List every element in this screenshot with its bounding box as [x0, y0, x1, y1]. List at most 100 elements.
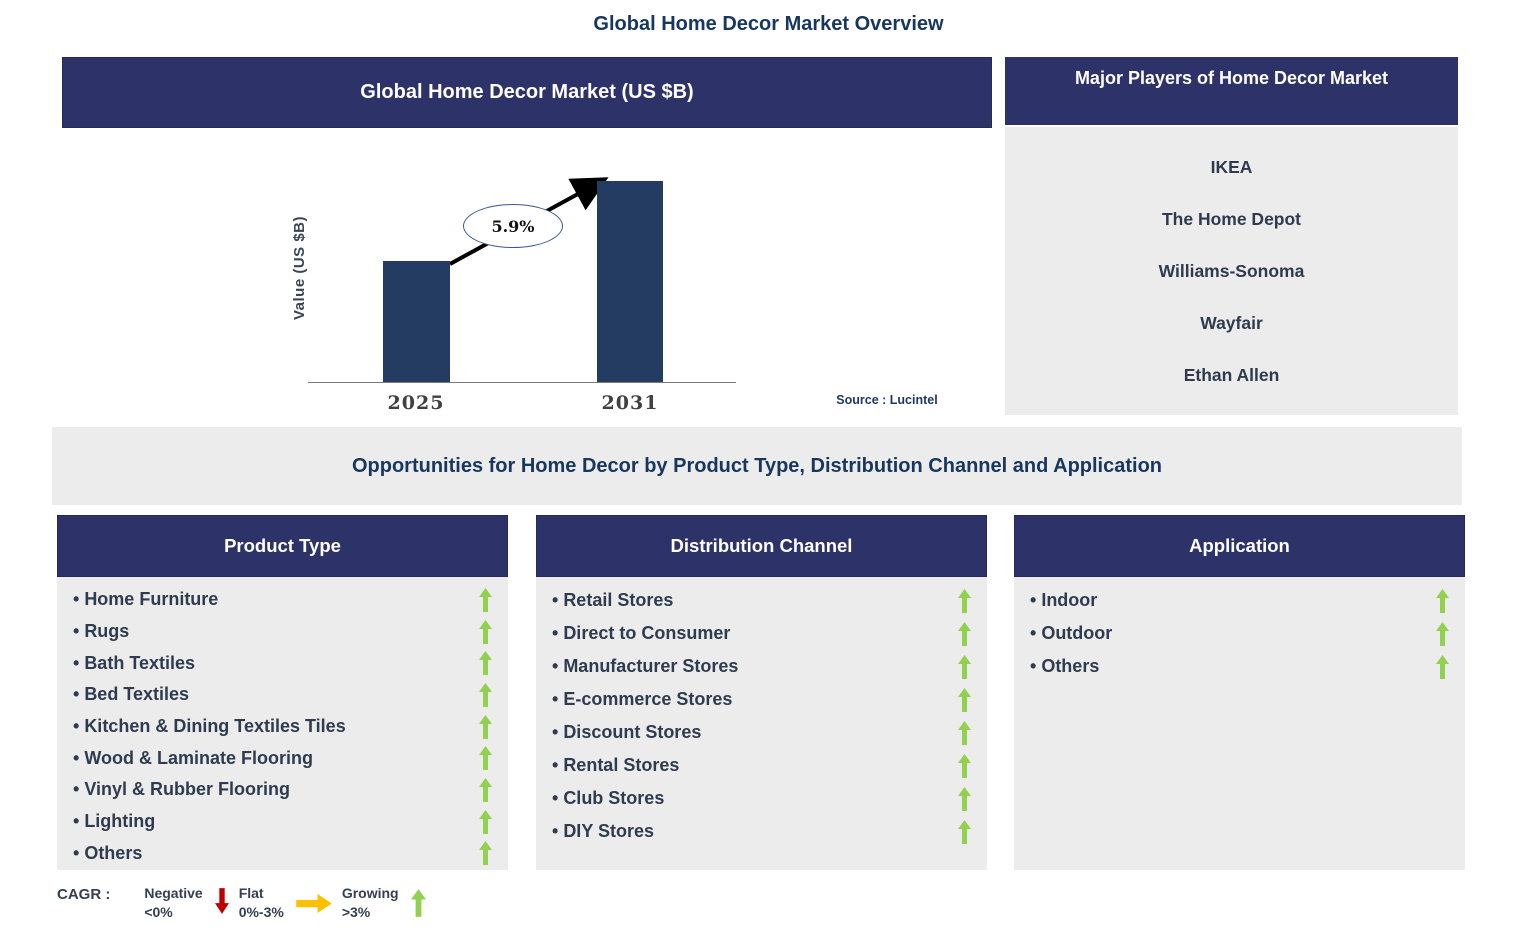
- item-label: Rental Stores: [552, 755, 679, 776]
- cagr-legend: CAGR : Negative <0% Flat 0%-3% Growing >…: [57, 884, 436, 925]
- item-label: Lighting: [73, 811, 155, 832]
- list-item: Home Furniture: [57, 584, 508, 616]
- list-item: Kitchen & Dining Textiles Tiles: [57, 711, 508, 743]
- item-label: Home Furniture: [73, 589, 218, 610]
- distribution-channel-header: Distribution Channel: [536, 515, 987, 577]
- application-list: Indoor Outdoor Others: [1014, 577, 1465, 870]
- up-trend-icon: [958, 654, 971, 679]
- player-name: The Home Depot: [1161, 208, 1302, 229]
- item-label: DIY Stores: [552, 821, 654, 842]
- down-trend-icon: [214, 886, 229, 921]
- page-title: Global Home Decor Market Overview: [593, 13, 944, 35]
- list-item: Rugs: [57, 616, 508, 648]
- item-label: Rugs: [73, 621, 129, 642]
- opportunities-banner: Opportunities for Home Decor by Product …: [52, 427, 1462, 505]
- item-label: Outdoor: [1030, 623, 1112, 644]
- bar-2025: [383, 261, 450, 382]
- up-trend-icon: [479, 682, 492, 707]
- list-item: Bed Textiles: [57, 679, 508, 711]
- chart-panel-title: Global Home Decor Market (US $B): [360, 81, 694, 103]
- application-header-label: Application: [1189, 535, 1290, 556]
- bar-chart: Value (US $B) 2025 2031 5.9% Source : Lu…: [62, 128, 992, 424]
- distribution-channel-list: Retail Stores Direct to Consumer Manufac…: [536, 577, 987, 870]
- up-trend-icon: [479, 841, 492, 866]
- up-trend-icon: [1436, 621, 1449, 646]
- right-trend-icon: [296, 894, 332, 918]
- y-axis-label: Value (US $B): [291, 215, 308, 321]
- up-trend-icon: [479, 809, 492, 834]
- cagr-value: 5.9%: [491, 216, 535, 236]
- list-item: Bath Textiles: [57, 647, 508, 679]
- list-item: Club Stores: [536, 782, 987, 815]
- up-trend-icon: [1436, 654, 1449, 679]
- list-item: E-commerce Stores: [536, 683, 987, 716]
- item-label: Vinyl & Rubber Flooring: [73, 779, 290, 800]
- up-trend-icon: [479, 777, 492, 802]
- legend-range: >3%: [341, 904, 371, 920]
- x-tick-2025: 2025: [387, 392, 445, 414]
- distribution-channel-column: Distribution Channel Retail Stores Direc…: [536, 515, 987, 870]
- list-item: DIY Stores: [536, 815, 987, 848]
- item-label: Others: [73, 843, 142, 864]
- list-item: Outdoor: [1014, 617, 1465, 650]
- player-name: IKEA: [1210, 156, 1253, 177]
- chart-panel-header: Global Home Decor Market (US $B): [62, 57, 992, 128]
- up-trend-icon: [958, 720, 971, 745]
- item-label: Indoor: [1030, 590, 1097, 611]
- item-label: Manufacturer Stores: [552, 656, 738, 677]
- x-tick-2031: 2031: [601, 392, 659, 414]
- legend-entry-flat: Flat 0%-3%: [239, 884, 342, 922]
- list-item: Manufacturer Stores: [536, 650, 987, 683]
- up-trend-icon: [958, 753, 971, 778]
- list-item: Discount Stores: [536, 716, 987, 749]
- opportunities-banner-text: Opportunities for Home Decor by Product …: [351, 454, 1163, 477]
- cagr-legend-label: CAGR :: [57, 886, 111, 903]
- item-label: Others: [1030, 656, 1099, 677]
- list-item: Vinyl & Rubber Flooring: [57, 774, 508, 806]
- player-name: Wayfair: [1200, 312, 1263, 333]
- legend-entry-growing: Growing >3%: [342, 884, 436, 925]
- legend-range: <0%: [144, 904, 173, 920]
- up-trend-icon: [479, 651, 492, 676]
- player-name: Ethan Allen: [1183, 364, 1280, 385]
- legend-name: Flat: [238, 885, 264, 901]
- list-item: Wood & Laminate Flooring: [57, 742, 508, 774]
- x-axis-line: [308, 382, 736, 383]
- players-panel-title: Major Players of Home Decor Market: [1074, 68, 1389, 88]
- up-trend-icon: [479, 714, 492, 739]
- legend-name: Growing: [341, 885, 399, 901]
- list-item: Others: [57, 838, 508, 870]
- up-trend-icon: [1436, 588, 1449, 613]
- up-trend-icon: [479, 619, 492, 644]
- list-item: Lighting: [57, 806, 508, 838]
- product-type-header-label: Product Type: [224, 535, 341, 556]
- item-label: Kitchen & Dining Textiles Tiles: [73, 716, 345, 737]
- list-item: Others: [1014, 650, 1465, 683]
- up-trend-icon: [958, 621, 971, 646]
- list-item: Indoor: [1014, 584, 1465, 617]
- up-trend-icon: [479, 746, 492, 771]
- application-header: Application: [1014, 515, 1465, 577]
- cagr-growth-arrow-icon: [449, 177, 609, 266]
- up-trend-icon: [958, 819, 971, 844]
- item-label: Direct to Consumer: [552, 623, 730, 644]
- source-note: Source : Lucintel: [836, 393, 938, 407]
- list-item: Retail Stores: [536, 584, 987, 617]
- item-label: Wood & Laminate Flooring: [73, 748, 313, 769]
- item-label: Bed Textiles: [73, 684, 189, 705]
- item-label: Bath Textiles: [73, 653, 195, 674]
- item-label: E-commerce Stores: [552, 689, 732, 710]
- application-column: Application Indoor Outdoor Others: [1014, 515, 1465, 870]
- legend-range: 0%-3%: [238, 904, 284, 920]
- up-trend-icon: [958, 786, 971, 811]
- product-type-column: Product Type Home Furniture Rugs Bath Te…: [57, 515, 508, 870]
- item-label: Discount Stores: [552, 722, 701, 743]
- up-trend-icon: [410, 886, 426, 925]
- cagr-callout: 5.9%: [463, 204, 563, 248]
- player-name: Williams-Sonoma: [1158, 260, 1305, 281]
- up-trend-icon: [958, 687, 971, 712]
- item-label: Retail Stores: [552, 590, 673, 611]
- legend-entry-negative: Negative <0%: [144, 884, 238, 922]
- players-panel-header: Major Players of Home Decor Market: [1005, 57, 1458, 125]
